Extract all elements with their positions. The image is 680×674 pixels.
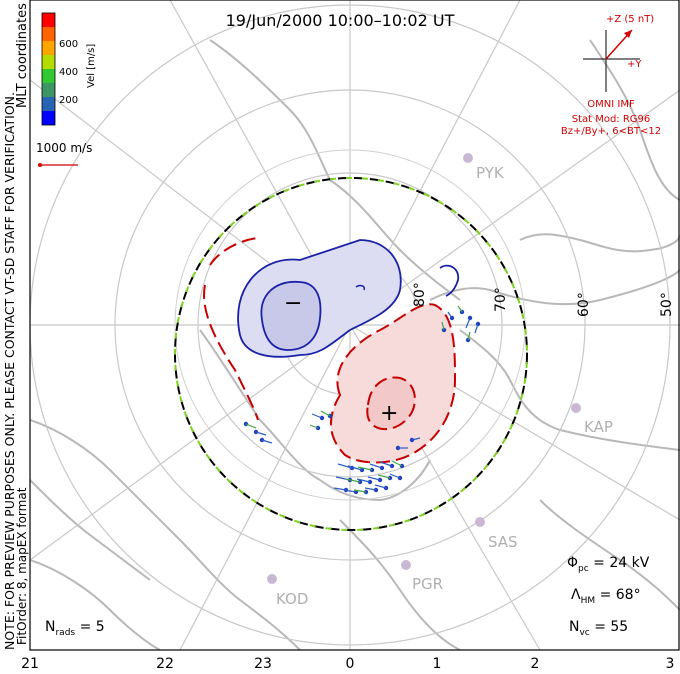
velocity-vector [320,410,331,417]
map-title: 19/Jun/2000 10:00–10:02 UT [226,11,455,30]
mlt-tick-3: 3 [665,656,675,672]
velocity-vector [309,424,319,429]
station-pgr: PGR [401,560,443,593]
imf-source: OMNI IMF [587,99,635,110]
svg-text:SAS: SAS [488,533,518,551]
svg-text:PGR: PGR [412,575,443,593]
svg-text:KOD: KOD [276,590,308,608]
mlt-tick-1: 1 [432,656,442,672]
velocity-vector [356,478,371,483]
colorbar-segment [42,97,55,111]
colorbar-segment [42,13,55,27]
nvc-stat: Nvc = 55 [569,619,629,638]
station-kap: KAP [571,403,613,436]
colorbar-segment [42,41,55,55]
velocity-vector [379,461,393,467]
phi-pc-stat: Φpc = 24 kV [567,555,650,574]
mlt-coordinates-label: MLT coordinates [15,3,30,108]
colorbar-tick-400: 400 [59,67,78,78]
velocity-vector [337,463,353,469]
mlt-tick-2: 2 [530,656,540,672]
velocity-vector [345,478,361,483]
mlt-tick-21: 21 [21,656,39,672]
colorbar-tick-200: 200 [59,95,78,106]
velocity-vector [374,484,387,489]
negative-cell [237,239,460,358]
mlt-tick-23: 23 [254,656,272,672]
colorbar-segment [42,69,55,83]
velocity-vector [261,439,273,444]
velocity-vector [353,489,367,493]
velocity-vector [369,463,383,469]
velocity-vector [364,487,377,491]
scale-vector-label: 1000 m/s [36,141,92,155]
potential-min-marker: − [284,291,302,316]
svg-text:PYK: PYK [476,164,505,182]
lat-label-80: 80° [412,282,428,307]
imf-clock: +Z (5 nT) +Y OMNI IMF Stat Mod: RG96 Bz+… [561,14,661,137]
lat-label-70: 70° [493,287,509,312]
velocity-vector [347,465,363,471]
station-pyk: PYK [463,153,505,182]
velocity-vector [255,431,267,436]
colorbar-segment [42,111,55,125]
colorbar-tick-600: 600 [59,39,78,50]
imf-z-label: +Z (5 nT) [606,14,654,25]
station-sas: SAS [475,517,518,551]
mlt-tick-22: 22 [156,656,174,672]
velocity-vector [357,466,373,471]
fitorder-note: FitOrder: 8, mapEX format [15,487,29,645]
velocity-vector [411,437,421,441]
imf-model: Stat Mod: RG96 [572,114,651,125]
mlt-tick-0: 0 [345,656,355,672]
lambda-hm-stat: ΛHM = 68° [571,587,641,606]
svg-text:KAP: KAP [584,418,613,436]
velocity-vector [441,321,445,331]
velocity-vector [367,476,381,481]
latitude-labels: 80° 70° 60° 50° [412,282,675,317]
positive-cell [203,237,457,464]
colorbar-segment [42,55,55,69]
lat-label-50: 50° [659,292,675,317]
velocity-vectors [243,305,481,495]
velocity-vector [447,311,453,319]
velocity-vector [467,331,471,341]
velocity-vector [377,474,391,479]
velocity-vector [245,423,257,429]
velocity-colorbar: 600 400 200 Vel [m/s] [41,12,97,126]
velocity-vector [474,323,479,334]
velocity-vector [457,305,463,313]
colorbar-segment [42,83,55,97]
nrads-stat: Nrads = 5 [45,619,105,638]
velocity-vector [389,473,401,479]
colorbar-segment [42,27,55,41]
imf-y-label: +Y [627,59,642,70]
velocity-vector [391,460,403,467]
velocity-vector [333,487,347,491]
velocity-vector [343,489,357,493]
lat-label-60: 60° [576,292,592,317]
colorbar-label: Vel [m/s] [86,44,97,88]
velocity-vector [465,317,471,329]
station-markers: PYK KAP SAS PGR KOD [267,153,613,608]
potential-max-marker: + [380,401,398,426]
hm-boundary [174,177,528,531]
station-kod: KOD [267,574,308,608]
imf-condition: Bz+/By+, 6<BT<12 [561,126,661,137]
scale-vector: 1000 m/s [36,141,92,167]
plot-frame [29,0,680,651]
velocity-vector [311,413,323,419]
coastlines [30,39,680,650]
